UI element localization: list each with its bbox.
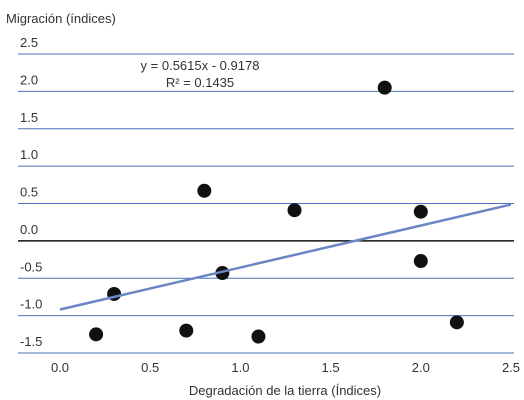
point: [251, 329, 266, 344]
y-tick-label: -1.5: [20, 334, 42, 349]
point: [377, 80, 392, 95]
y-tick-label: 0.0: [20, 222, 38, 237]
y-tick-label: 1.5: [20, 110, 38, 125]
point: [197, 183, 212, 198]
y-tick-label: 0.5: [20, 185, 38, 200]
x-tick-label: 1.5: [322, 360, 340, 375]
y-tick-label: -1.0: [20, 297, 42, 312]
point: [179, 323, 194, 338]
point: [215, 266, 230, 281]
x-axis-title: Degradación de la tierra (Índices): [189, 383, 381, 398]
y-tick-label: 2.5: [20, 35, 38, 50]
point: [413, 204, 428, 219]
x-tick-label: 0.5: [141, 360, 159, 375]
point: [413, 254, 428, 269]
point: [449, 315, 464, 330]
y-axis-title: Migración (índices): [6, 11, 116, 26]
x-tick-label: 2.0: [412, 360, 430, 375]
trendline: [59, 203, 512, 311]
y-tick-label: 1.0: [20, 147, 38, 162]
point: [287, 203, 302, 218]
x-tick-label: 0.0: [51, 360, 69, 375]
point: [89, 327, 104, 342]
y-tick-label: -0.5: [20, 259, 42, 274]
x-tick-label: 1.0: [231, 360, 249, 375]
r-squared-label: R² = 0.1435: [166, 75, 234, 90]
x-tick-label: 2.5: [502, 360, 520, 375]
equation-label: y = 0.5615x - 0.9178: [141, 58, 260, 73]
y-tick-label: 2.0: [20, 72, 38, 87]
